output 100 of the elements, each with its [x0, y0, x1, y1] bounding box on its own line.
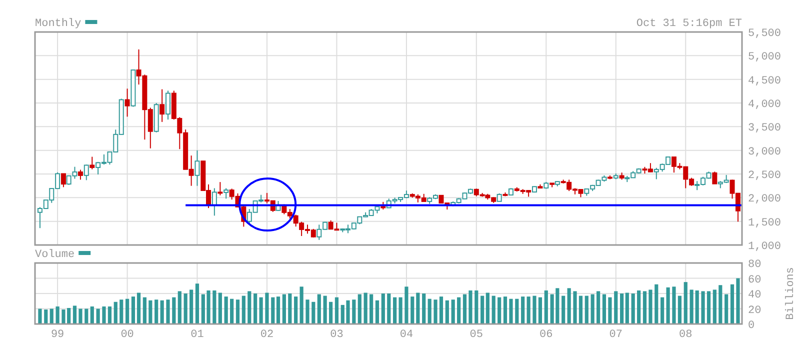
bar [364, 292, 368, 324]
bar [660, 297, 664, 324]
y-tick-label: 80 [748, 259, 762, 271]
bar [131, 296, 136, 324]
candlestick [165, 90, 170, 120]
bar [242, 296, 246, 324]
bar [334, 297, 339, 324]
y-tick-label: 1,000 [748, 241, 782, 253]
bar [654, 284, 658, 324]
bar [503, 296, 508, 324]
bar [259, 297, 263, 324]
y-tick-label: 3,000 [748, 146, 782, 158]
bar [172, 297, 176, 324]
candlestick [218, 182, 223, 196]
bar [480, 296, 484, 324]
bar [428, 298, 432, 324]
candlestick [160, 88, 165, 122]
bar [718, 285, 722, 324]
y-tick-label: 2,000 [748, 194, 782, 206]
bar [567, 288, 571, 324]
bar [148, 300, 152, 324]
bar [212, 290, 216, 324]
bar [666, 287, 670, 324]
legend-label: Monthly [35, 18, 82, 30]
bar [38, 308, 42, 324]
bar [90, 306, 94, 324]
bar [184, 294, 188, 324]
candlestick [224, 188, 229, 200]
bar [44, 310, 48, 324]
bar [154, 300, 158, 324]
x-tick-label: 01 [190, 329, 204, 339]
bar [195, 284, 200, 324]
bar [724, 294, 728, 324]
bar [498, 297, 502, 324]
bar [684, 282, 688, 324]
bar [422, 294, 426, 324]
bar [538, 297, 542, 324]
bar [637, 290, 641, 324]
x-tick-label: 08 [679, 329, 692, 339]
y-tick-label: 40 [748, 290, 762, 302]
x-tick-label: 05 [470, 329, 483, 339]
bar [602, 294, 606, 324]
bar [72, 306, 77, 324]
bar [236, 300, 240, 324]
bar [78, 308, 82, 324]
bar [410, 296, 414, 324]
candlestick [124, 88, 130, 118]
candlestick [212, 188, 217, 216]
candlestick [712, 171, 718, 184]
bar [416, 292, 420, 324]
bar [515, 298, 519, 324]
bar [451, 300, 455, 324]
y-tick-label: 20 [748, 304, 762, 317]
bar [439, 296, 444, 324]
candlestick [90, 156, 95, 170]
y-tick-label: 60 [748, 274, 762, 286]
y-tick-label: 3,500 [748, 122, 782, 135]
bar [136, 292, 141, 324]
y-axis-title: Billions [785, 267, 797, 320]
bar [434, 300, 438, 324]
bar [56, 306, 60, 324]
bar [282, 294, 286, 324]
text: Oct 31 5:16pm ET [636, 18, 742, 30]
bar [375, 300, 380, 324]
x-tick-label: 02 [260, 329, 274, 339]
candlestick [84, 164, 89, 181]
bar [678, 296, 682, 324]
x-tick-label: 03 [330, 329, 344, 339]
bar [323, 296, 327, 324]
bar [125, 298, 130, 324]
bar [178, 291, 182, 324]
y-tick-label: 4,500 [748, 75, 782, 88]
bar [526, 296, 530, 324]
bar [230, 298, 234, 324]
bar [358, 294, 362, 324]
y-tick-label: 5,500 [748, 28, 782, 40]
bar [620, 294, 624, 324]
bar [190, 290, 194, 324]
bar [730, 284, 734, 324]
x-tick-label: 00 [120, 329, 134, 339]
bar [736, 278, 740, 324]
bar [608, 297, 612, 324]
bar [648, 290, 652, 324]
bar [160, 300, 164, 324]
bar [84, 308, 88, 324]
bar [509, 298, 513, 324]
y-tick-label: 5,000 [748, 52, 782, 64]
candlestick [194, 150, 200, 186]
bar [584, 296, 588, 324]
bar [142, 297, 146, 324]
bar [672, 286, 676, 324]
bar [631, 294, 635, 324]
bar [642, 291, 647, 324]
x-tick-label: 99 [50, 329, 64, 339]
bar [486, 292, 490, 324]
bar [398, 297, 402, 324]
bar [370, 294, 374, 324]
bar [120, 300, 124, 324]
legend-label: Volume [35, 249, 75, 261]
y-tick-label: 0 [748, 320, 755, 332]
